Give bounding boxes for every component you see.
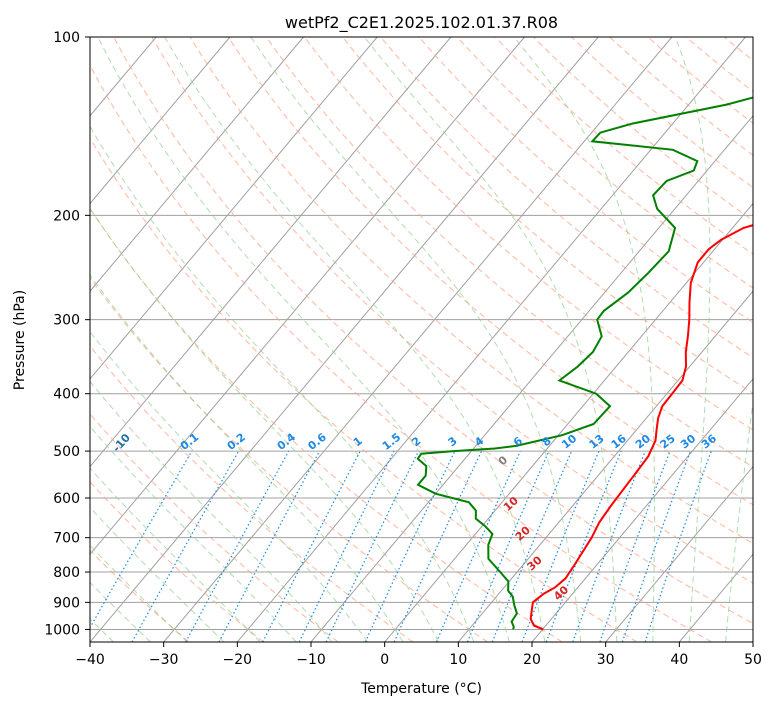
isotherm-line: [605, 465, 753, 642]
dewpoint-profile: [416, 96, 753, 630]
mixing-ratio-line: [325, 450, 420, 642]
dry-adiabat-line: [380, 37, 753, 359]
moist-adiabat-line: [90, 330, 369, 642]
mixing-ratio-line: [466, 450, 550, 642]
mixing-ratio-line: [644, 450, 712, 642]
isotherm-line: [90, 37, 525, 556]
x-tick-label: 20: [523, 652, 541, 668]
moist-adiabat-line: [90, 125, 475, 642]
isotherm-line: [531, 378, 753, 642]
plot-frame: [89, 36, 754, 643]
dry-adiabat-line: [494, 37, 753, 255]
x-tick-label: −20: [223, 652, 253, 668]
y-tick-label: 800: [53, 565, 80, 581]
mixing-ratio-line: [491, 450, 573, 642]
isotherm-line: [90, 37, 452, 468]
axes: −40 −30 −20 −10 0 10 20 30 40 50 100 200 300 400 500 60…: [44, 30, 762, 668]
y-tick-label: 200: [53, 208, 80, 224]
x-tick-label: 10: [449, 652, 467, 668]
isotherm-line: [90, 37, 304, 292]
dry-adiabat-line: [533, 37, 753, 222]
moist-adiabat-line: [90, 207, 439, 642]
moist-adiabat-line: [97, 37, 510, 642]
dry-adiabat-line: [90, 481, 264, 642]
y-tick-label: 900: [53, 595, 80, 611]
mixing-ratio-line: [599, 450, 671, 642]
mixing-ratio-line: [298, 450, 395, 642]
moist-adiabat-line: [725, 398, 753, 642]
mixing-ratio-line: [185, 450, 290, 642]
isotherm-line: [236, 37, 746, 642]
y-tick-label: 500: [53, 444, 80, 460]
isotherm-line: [90, 37, 599, 642]
x-tick-label: 30: [597, 652, 615, 668]
moist-adiabat-line: [674, 37, 711, 642]
isotherm-line: [384, 202, 753, 642]
dry-adiabat-line: [227, 37, 753, 506]
dry-adiabat-line: [571, 37, 753, 189]
x-tick-label: −40: [75, 652, 105, 668]
mixing-ratio-line: [364, 450, 456, 642]
y-tick-label: 300: [53, 313, 80, 329]
dry-adiabat-line: [342, 37, 753, 394]
isotherm-line: [90, 37, 231, 205]
plot-area: 0.10.20.40.611.52346810131620253036-100-…: [90, 37, 753, 642]
x-tick-label: −30: [149, 652, 179, 668]
moist-adiabat-line: [90, 581, 151, 642]
moist-adiabat-line: [250, 37, 582, 642]
y-tick-label: 600: [53, 491, 80, 507]
y-tick-label: 100: [53, 30, 80, 46]
x-tick-label: 0: [380, 652, 389, 668]
dry-adiabat-line: [265, 37, 753, 468]
y-axis-title: Pressure (hPa): [12, 290, 28, 390]
x-axis-title: Temperature (°C): [360, 681, 482, 697]
dry-adiabat-line: [304, 37, 753, 431]
dry-adiabat-line: [189, 37, 753, 545]
mixing-ratio-line: [131, 450, 240, 642]
temperature-profile: [529, 224, 753, 631]
y-tick-label: 700: [53, 531, 80, 547]
chart-title: wetPf2_C2E1.2025.102.01.37.R08: [285, 13, 558, 33]
dry-adiabat-line: [90, 64, 712, 642]
mixing-ratio-line: [393, 450, 483, 642]
y-tick-label: 400: [53, 387, 80, 403]
x-tick-label: −10: [296, 652, 326, 668]
x-tick-label: 40: [670, 652, 688, 668]
dry-adiabat-line: [90, 137, 638, 642]
y-tick-label: 1000: [44, 622, 80, 638]
moist-adiabat-line: [90, 544, 188, 642]
moist-adiabat-line: [90, 380, 333, 642]
mixing-ratio-line: [90, 450, 193, 629]
x-tick-label: 50: [744, 652, 762, 668]
dry-adiabat-line: [113, 37, 753, 625]
isotherm-line: [457, 290, 753, 642]
moist-adiabat-line: [90, 506, 225, 642]
mixing-ratio-line: [621, 450, 692, 642]
dry-adiabat-line: [151, 37, 753, 584]
moist-adiabat-line: [90, 274, 404, 642]
isotherm-line: [90, 37, 378, 380]
